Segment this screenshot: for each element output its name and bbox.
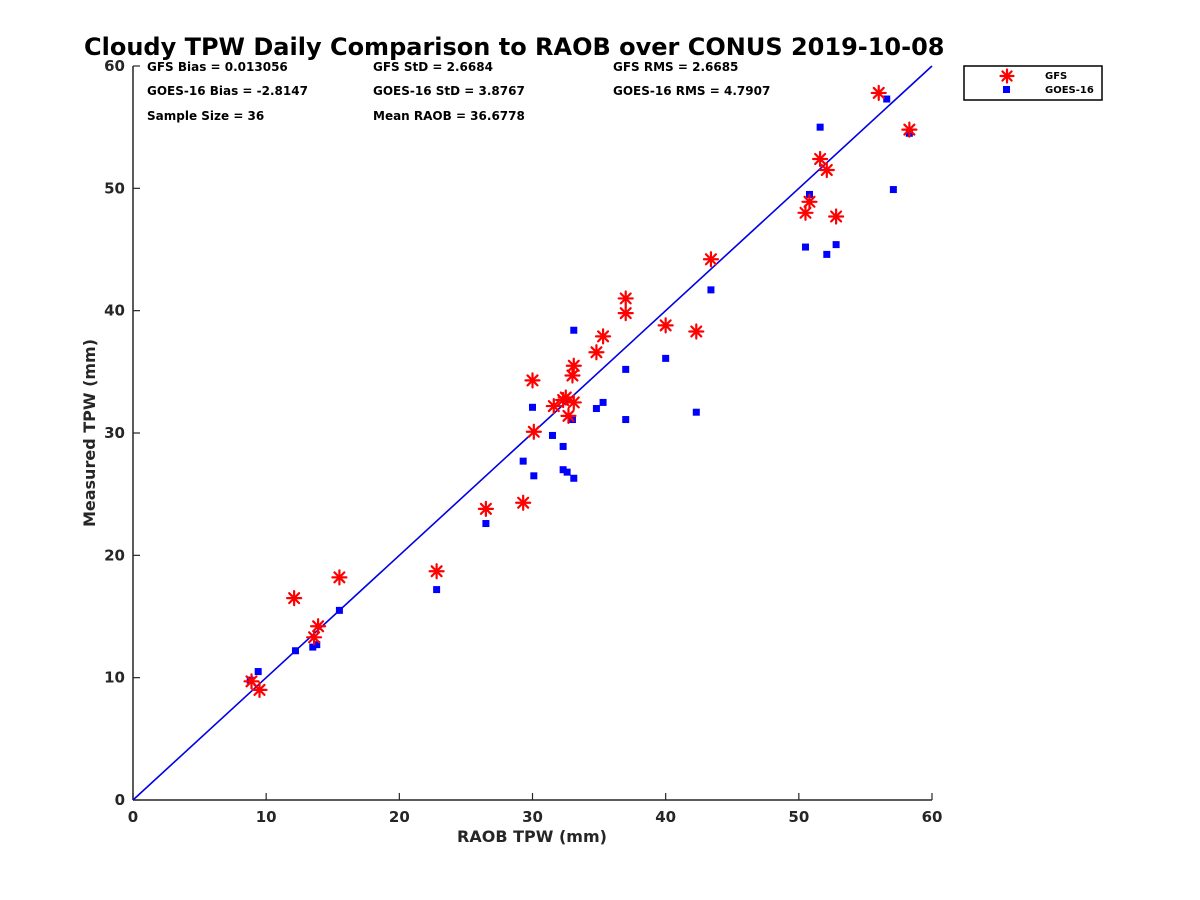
goes-16-point [291, 647, 299, 655]
goes-16-point [823, 250, 831, 258]
y-tick-label: 40 [104, 302, 125, 320]
legend-goes-label: GOES-16 [1045, 85, 1094, 96]
gfs-point [870, 84, 887, 102]
legend: GFS GOES-16 [963, 65, 1103, 101]
gfs-point [525, 423, 542, 440]
goes-16-point [433, 586, 441, 594]
goes-16-point [519, 457, 527, 465]
goes-16-point [622, 416, 630, 424]
y-tick-label: 60 [104, 57, 125, 75]
goes-16-point [529, 403, 536, 411]
stat-goes-rms: GOES-16 RMS = 4.7907 [613, 84, 770, 98]
legend-box [963, 65, 1103, 101]
goes-16-point [883, 95, 891, 103]
gfs-point [617, 290, 634, 307]
gfs-point [564, 367, 581, 384]
y-tick-label: 10 [104, 669, 125, 687]
gfs-point [688, 323, 705, 340]
gfs-point [286, 590, 303, 607]
legend-gfs-marker [999, 68, 1015, 84]
x-tick-label: 40 [655, 808, 676, 826]
gfs-point [828, 208, 845, 225]
x-tick-label: 20 [389, 808, 410, 826]
goes-16-point [622, 365, 630, 373]
gfs-point [901, 121, 918, 138]
goes-16-point [592, 405, 600, 413]
gfs-point [428, 563, 445, 580]
stats-panel: GFS Bias = 0.013056 GFS StD = 2.6684 GFS… [147, 60, 770, 123]
goes-16-point [335, 606, 343, 614]
goes-16-point [313, 641, 321, 649]
goes-16-point [707, 286, 715, 294]
goes-16-point [254, 668, 262, 676]
x-ticks: 0 10 20 30 40 50 60 [128, 793, 943, 826]
x-axis-label: RAOB TPW (mm) [457, 827, 607, 846]
goes-16-point [530, 472, 538, 480]
goes-16-point [548, 431, 556, 439]
series-gfs [243, 84, 918, 699]
goes-16-point [309, 643, 317, 651]
goes-16-point [889, 186, 897, 194]
stat-sample-size: Sample Size = 36 [147, 109, 264, 123]
gfs-point [702, 251, 720, 268]
goes-16-point [559, 442, 567, 450]
legend-goes-marker [1003, 86, 1010, 93]
goes-16-point [801, 243, 809, 251]
gfs-point [515, 494, 532, 511]
gfs-point [560, 407, 577, 424]
y-tick-label: 20 [104, 546, 125, 564]
y-tick-label: 30 [104, 424, 125, 442]
stat-gfs-bias: GFS Bias = 0.013056 [147, 60, 288, 74]
legend-gfs-star [999, 68, 1015, 84]
legend-gfs-label: GFS [1045, 71, 1067, 82]
gfs-point [588, 344, 605, 361]
y-tick-label: 50 [104, 179, 125, 197]
goes-16-point [570, 474, 578, 482]
x-tick-label: 30 [522, 808, 543, 826]
y-tick-label: 0 [115, 791, 125, 809]
y-axis-label: Measured TPW (mm) [80, 339, 99, 527]
x-tick-label: 10 [256, 808, 277, 826]
goes-16-point [816, 123, 824, 131]
stat-gfs-std: GFS StD = 2.6684 [373, 60, 493, 74]
gfs-point [310, 618, 327, 635]
chart-title: Cloudy TPW Daily Comparison to RAOB over… [84, 33, 944, 61]
goes-16-point [570, 326, 578, 334]
gfs-point [812, 150, 829, 168]
gfs-point [565, 394, 582, 411]
goes-16-point [559, 466, 567, 474]
goes-16-point [599, 398, 607, 406]
stat-gfs-rms: GFS RMS = 2.6685 [613, 60, 738, 74]
gfs-point [797, 204, 814, 221]
gfs-point [545, 397, 562, 415]
goes-16-point [692, 408, 700, 416]
goes-16-point [482, 520, 490, 528]
y-ticks: 0 10 20 30 40 50 60 [104, 57, 140, 809]
x-tick-label: 50 [788, 808, 809, 826]
stat-goes-bias: GOES-16 Bias = -2.8147 [147, 84, 308, 98]
gfs-point [617, 305, 634, 322]
gfs-point [801, 193, 818, 210]
gfs-point [477, 500, 494, 517]
gfs-point [565, 357, 582, 374]
gfs-point [818, 161, 835, 179]
goes-16-point [563, 468, 571, 476]
gfs-point [331, 569, 348, 586]
gfs-point [657, 317, 674, 334]
stat-mean-raob: Mean RAOB = 36.6778 [373, 109, 525, 123]
goes-16-point [832, 241, 840, 249]
gfs-point [594, 328, 612, 345]
x-tick-label: 0 [128, 808, 138, 826]
gfs-point [524, 372, 541, 389]
axes: 0 10 20 30 40 50 60 0 10 20 30 40 50 60 [104, 57, 942, 826]
gfs-point [251, 681, 268, 699]
goes-16-point [662, 354, 670, 362]
stat-goes-std: GOES-16 StD = 3.8767 [373, 84, 525, 98]
x-tick-label: 60 [922, 808, 943, 826]
